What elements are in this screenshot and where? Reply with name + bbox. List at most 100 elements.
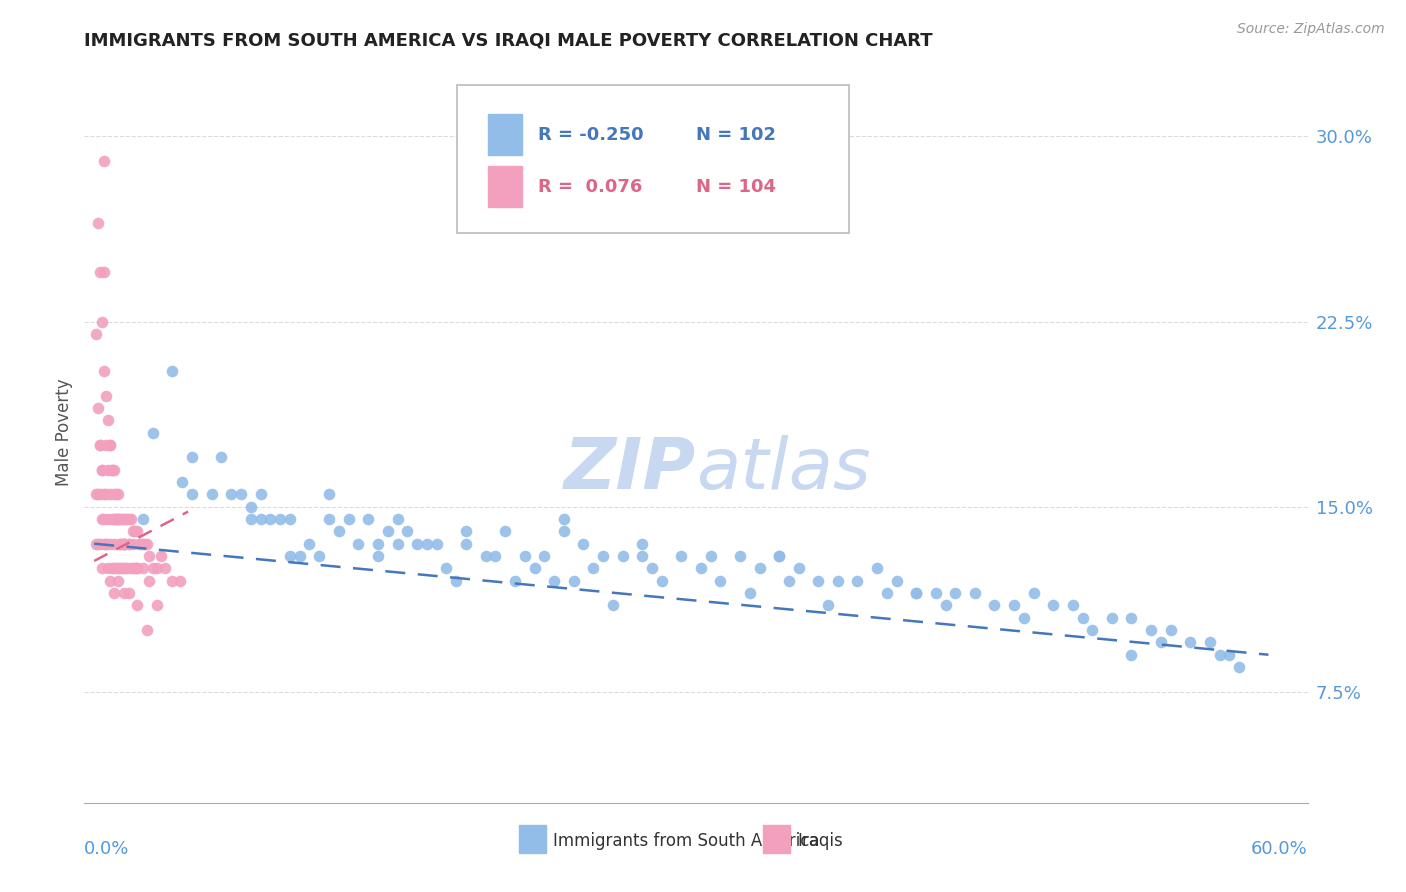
Point: [89, 265, 111, 279]
Point: [288, 549, 311, 563]
Point: [93, 154, 115, 169]
Point: [108, 512, 131, 526]
Point: [127, 561, 149, 575]
Point: [114, 512, 136, 526]
Point: [103, 586, 125, 600]
Point: [117, 512, 139, 526]
Point: [943, 586, 966, 600]
Point: [318, 512, 340, 526]
Point: [84, 487, 107, 501]
Point: [827, 574, 849, 588]
Point: [308, 549, 330, 563]
Point: [454, 536, 477, 550]
Point: [118, 536, 141, 550]
Point: [807, 574, 830, 588]
Bar: [763, 825, 790, 853]
Point: [100, 462, 122, 476]
Point: [142, 425, 165, 440]
Point: [103, 512, 125, 526]
Point: [107, 561, 129, 575]
Point: [89, 487, 111, 501]
Point: [651, 574, 673, 588]
Point: [181, 450, 204, 465]
Point: [641, 561, 664, 575]
Point: [89, 438, 111, 452]
Point: [787, 561, 810, 575]
Point: [905, 586, 928, 600]
Point: [602, 599, 624, 613]
Point: [108, 536, 131, 550]
Point: [138, 549, 160, 563]
Point: [1002, 599, 1025, 613]
Point: [97, 561, 120, 575]
Point: [124, 561, 146, 575]
Point: [122, 561, 145, 575]
Point: [112, 536, 135, 550]
Point: [219, 487, 242, 501]
Point: [110, 512, 132, 526]
Point: [689, 561, 711, 575]
Point: [631, 549, 654, 563]
Point: [128, 536, 150, 550]
Point: [562, 574, 585, 588]
Point: [738, 586, 761, 600]
Point: [396, 524, 419, 539]
Point: [367, 549, 389, 563]
Point: [93, 536, 115, 550]
Point: [94, 438, 117, 452]
Point: [983, 599, 1005, 613]
Point: [582, 561, 605, 575]
Point: [1121, 648, 1143, 662]
Point: [239, 500, 262, 514]
Point: [107, 487, 129, 501]
Point: [357, 512, 380, 526]
Point: [631, 536, 654, 550]
Point: [114, 561, 136, 575]
Point: [122, 536, 145, 550]
Point: [97, 413, 120, 427]
Point: [1081, 623, 1104, 637]
Point: [387, 536, 409, 550]
Text: Iraqis: Iraqis: [797, 832, 844, 850]
Point: [124, 524, 146, 539]
Point: [112, 561, 135, 575]
Point: [118, 586, 141, 600]
Point: [146, 561, 169, 575]
Point: [886, 574, 908, 588]
Point: [1150, 635, 1173, 649]
Text: Source: ZipAtlas.com: Source: ZipAtlas.com: [1237, 22, 1385, 37]
Point: [553, 512, 575, 526]
Point: [107, 574, 129, 588]
Point: [1071, 611, 1094, 625]
Point: [91, 462, 114, 476]
Bar: [488, 166, 522, 207]
Text: atlas: atlas: [696, 435, 870, 504]
Point: [503, 574, 526, 588]
Point: [127, 561, 149, 575]
Point: [572, 536, 595, 550]
Text: 60.0%: 60.0%: [1251, 840, 1308, 858]
Point: [278, 512, 301, 526]
Point: [1062, 599, 1084, 613]
Point: [104, 487, 127, 501]
Point: [387, 512, 409, 526]
Point: [406, 536, 429, 550]
Point: [91, 314, 114, 328]
Point: [454, 524, 477, 539]
Point: [149, 549, 172, 563]
Point: [699, 549, 721, 563]
Point: [209, 450, 232, 465]
Point: [100, 462, 122, 476]
Point: [108, 536, 131, 550]
Bar: [519, 825, 546, 853]
Point: [129, 536, 152, 550]
Point: [1012, 611, 1035, 625]
Point: [127, 524, 149, 539]
Point: [98, 438, 121, 452]
Point: [269, 512, 291, 526]
Text: Immigrants from South America: Immigrants from South America: [553, 832, 820, 850]
Point: [89, 438, 111, 452]
Point: [114, 536, 136, 550]
Point: [112, 536, 135, 550]
Point: [533, 549, 555, 563]
